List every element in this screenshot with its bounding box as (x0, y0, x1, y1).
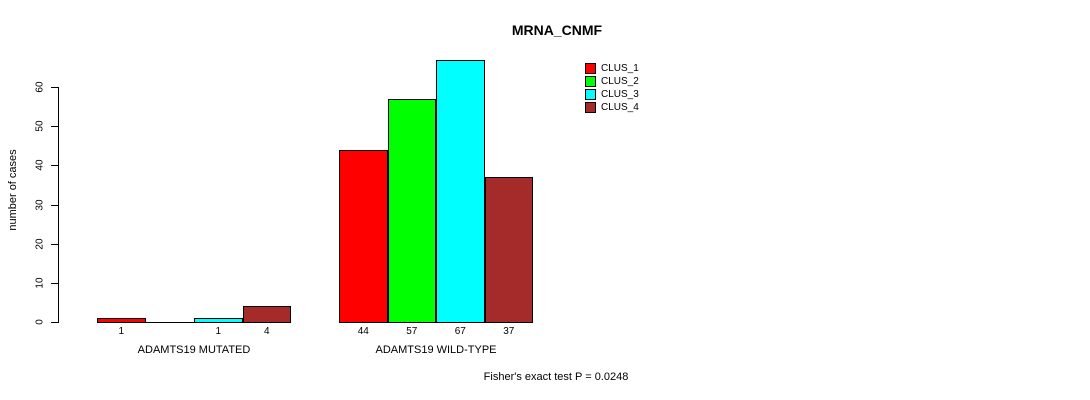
bar-value-label: 67 (454, 326, 466, 337)
y-axis-tick-label: 40 (34, 159, 46, 171)
legend-swatch-clus_1 (585, 63, 596, 74)
y-axis-tick (51, 282, 58, 284)
y-axis-tick (51, 204, 58, 206)
y-axis-tick (51, 322, 58, 323)
bar-value-label: 44 (357, 326, 369, 337)
y-axis-tick-label: 30 (34, 198, 46, 211)
legend-swatch-clus_2 (585, 76, 596, 87)
bar-clus_3-group2 (436, 59, 485, 323)
legend-label: CLUS_4 (601, 102, 639, 113)
y-axis-tick-label: 50 (34, 120, 46, 132)
y-axis-tick-label: 20 (34, 238, 46, 250)
bar-clus_4-group2 (484, 177, 533, 323)
bar-clus_4-group1 (242, 306, 291, 323)
legend-label: CLUS_3 (601, 89, 639, 100)
legend-label: CLUS_2 (601, 76, 639, 87)
legend-swatch-clus_4 (585, 102, 596, 113)
y-axis-tick (51, 87, 58, 88)
category-label-group1: ADAMTS19 MUTATED (137, 344, 251, 356)
bar-value-label: 1 (215, 326, 222, 337)
legend-label: CLUS_1 (601, 63, 639, 74)
y-axis-tick (51, 126, 58, 128)
category-label-group2: ADAMTS19 WILD-TYPE (375, 344, 497, 356)
y-axis-title: number of cases (7, 149, 19, 231)
y-axis-tick (51, 165, 58, 167)
legend-row: CLUS_1 (585, 62, 639, 75)
legend-row: CLUS_2 (585, 75, 639, 88)
group-baseline (339, 322, 533, 323)
bar-clus_2-group2 (387, 98, 436, 323)
legend-swatch-clus_3 (585, 89, 596, 100)
bar-value-label: 57 (406, 326, 418, 337)
bar-value-label: 1 (118, 326, 125, 337)
bar-value-label: 37 (503, 326, 515, 337)
chart-title: MRNA_CNMF (511, 22, 603, 38)
y-axis-tick (51, 243, 58, 245)
y-axis-tick-label: 0 (34, 319, 46, 325)
y-axis-tick-label: 10 (34, 277, 46, 289)
group-baseline (97, 322, 291, 323)
legend-row: CLUS_4 (585, 101, 639, 114)
legend-row: CLUS_3 (585, 88, 639, 101)
y-axis-line (58, 87, 59, 323)
bar-value-label: 4 (263, 326, 270, 337)
y-axis-tick-label: 60 (34, 81, 46, 93)
bar-clus_1-group2 (339, 149, 388, 323)
legend: CLUS_1 CLUS_2 CLUS_3 CLUS_4 (585, 62, 639, 114)
pvalue-annotation: Fisher's exact test P = 0.0248 (483, 371, 629, 383)
